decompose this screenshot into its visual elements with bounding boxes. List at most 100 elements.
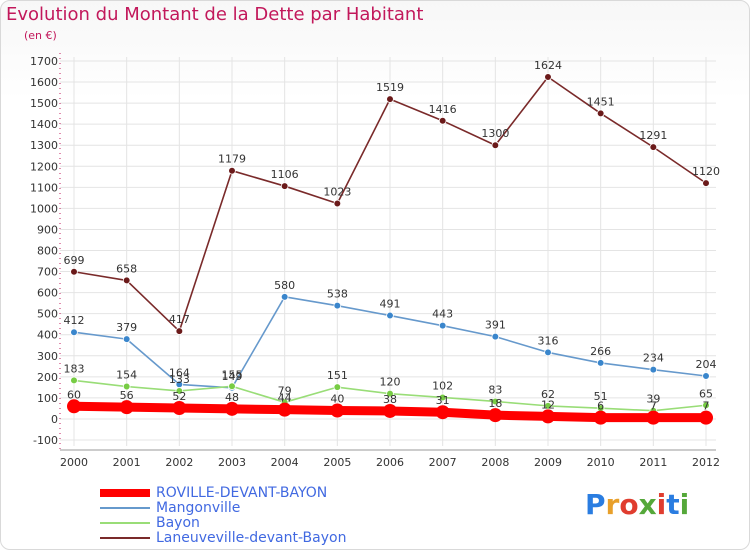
logo-letter: r <box>605 488 620 521</box>
data-label-3: 417 <box>169 313 190 326</box>
data-label-1: 164 <box>169 366 190 379</box>
data-point-2 <box>122 382 131 391</box>
legend-item-laneuveville: Laneuveville-devant-Bayon <box>100 531 346 546</box>
data-point-0 <box>541 409 555 424</box>
legend-item-bayon: Bayon <box>100 516 346 531</box>
data-point-0 <box>699 410 713 425</box>
data-label-1: 316 <box>538 334 559 347</box>
data-label-0: 7 <box>650 400 657 413</box>
legend-label-bayon: Bayon <box>156 515 200 531</box>
logo-letter: i <box>679 488 690 521</box>
x-tick-label: 2010 <box>587 456 615 469</box>
y-tick-label: 500 <box>37 308 58 321</box>
chart-subtitle: (en €) <box>24 29 57 42</box>
data-label-2: 133 <box>169 373 190 386</box>
x-tick-label: 2005 <box>323 456 351 469</box>
logo-letter: i <box>656 488 667 521</box>
y-tick-label: 1700 <box>30 55 58 68</box>
data-label-2: 62 <box>541 388 555 401</box>
data-label-1: 491 <box>380 298 401 311</box>
data-point-3 <box>702 179 710 187</box>
x-tick-label: 2007 <box>429 456 457 469</box>
data-label-0: 60 <box>67 388 81 401</box>
y-tick-label: 400 <box>37 329 58 342</box>
data-label-3: 1624 <box>534 59 562 72</box>
data-label-3: 1179 <box>218 153 246 166</box>
data-point-3 <box>649 143 658 151</box>
data-point-2 <box>544 402 552 410</box>
data-label-3: 699 <box>64 254 85 267</box>
data-point-0 <box>488 408 503 423</box>
data-label-3: 1023 <box>323 186 351 199</box>
data-point-2 <box>228 382 236 391</box>
data-point-2 <box>702 401 710 410</box>
data-label-3: 1519 <box>376 81 404 94</box>
data-label-3: 1291 <box>639 129 667 142</box>
x-tick-label: 2000 <box>60 456 88 469</box>
data-point-0 <box>225 401 239 416</box>
data-label-3: 1451 <box>587 95 615 108</box>
data-point-3 <box>333 199 342 208</box>
data-point-1 <box>596 359 605 367</box>
y-tick-label: 300 <box>37 350 58 363</box>
data-point-3 <box>438 116 447 125</box>
data-point-0 <box>330 403 345 418</box>
legend-swatch-bayon <box>100 522 150 524</box>
data-point-0 <box>172 400 187 415</box>
logo-letter: t <box>666 488 680 521</box>
y-tick-label: 200 <box>37 371 58 384</box>
data-point-1 <box>702 372 710 380</box>
y-tick-label: 1500 <box>30 97 58 110</box>
data-label-0: 56 <box>120 389 134 402</box>
data-label-0: 48 <box>225 391 239 404</box>
chart-legend: ROVILLE-DEVANT-BAYON Mangonville Bayon L… <box>100 486 346 546</box>
data-label-0: 44 <box>278 392 292 405</box>
y-tick-label: 0 <box>51 413 58 426</box>
legend-label-mangonville: Mangonville <box>156 500 241 516</box>
data-label-0: 12 <box>541 398 555 411</box>
y-tick-label: 1400 <box>30 118 58 131</box>
data-label-3: 1300 <box>481 127 509 140</box>
data-label-2: 51 <box>594 390 608 403</box>
logo-letter: x <box>638 488 657 521</box>
data-label-2: 102 <box>432 379 453 392</box>
data-point-0 <box>435 405 450 420</box>
data-label-2: 155 <box>222 368 243 381</box>
data-label-1: 204 <box>696 358 717 371</box>
data-point-0 <box>67 399 81 414</box>
data-point-1 <box>70 328 78 336</box>
data-point-1 <box>333 301 342 310</box>
y-tick-label: 1600 <box>30 76 58 89</box>
data-point-0 <box>593 410 608 425</box>
legend-label-laneuveville: Laneuveville-devant-Bayon <box>156 530 347 546</box>
data-label-3: 658 <box>116 262 137 275</box>
data-label-1: 266 <box>590 345 611 358</box>
data-point-1 <box>491 332 500 341</box>
data-label-0: 40 <box>330 393 344 406</box>
data-point-3 <box>228 166 236 175</box>
legend-item-roville: ROVILLE-DEVANT-BAYON <box>100 486 346 501</box>
y-tick-label: 700 <box>37 266 58 279</box>
data-point-0 <box>383 403 397 418</box>
data-point-2 <box>491 397 500 406</box>
data-point-3 <box>596 109 605 118</box>
data-point-1 <box>386 311 394 320</box>
data-label-1: 391 <box>485 319 506 332</box>
legend-swatch-roville <box>100 489 150 497</box>
data-point-0 <box>277 402 292 417</box>
data-point-1 <box>649 365 658 374</box>
data-label-2: 120 <box>380 376 401 389</box>
data-label-0: 6 <box>597 400 604 413</box>
data-label-1: 234 <box>643 352 664 365</box>
legend-label-roville: ROVILLE-DEVANT-BAYON <box>156 485 328 501</box>
chart-title: Evolution du Montant de la Dette par Hab… <box>6 4 424 25</box>
proxiti-logo: Proxiti <box>585 488 689 521</box>
data-label-3: 1416 <box>429 103 457 116</box>
data-label-2: 154 <box>116 369 137 382</box>
y-tick-label: 1000 <box>30 202 58 215</box>
x-tick-label: 2001 <box>113 456 141 469</box>
legend-swatch-laneuveville <box>100 537 150 539</box>
x-tick-label: 2003 <box>218 456 246 469</box>
data-point-2 <box>333 383 342 391</box>
